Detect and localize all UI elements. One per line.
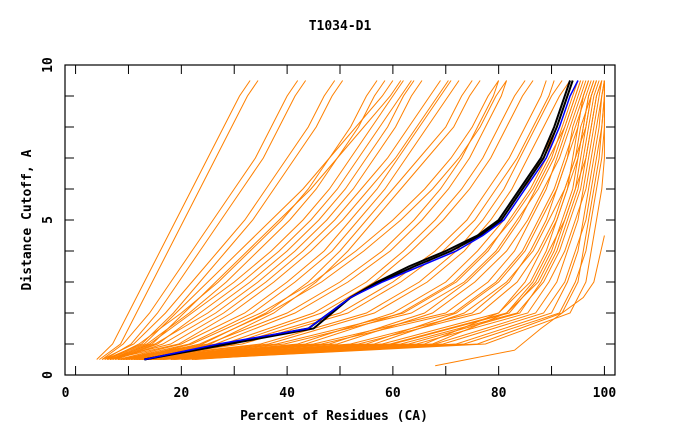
- orange-curve: [101, 80, 336, 360]
- orange-curve: [157, 80, 605, 360]
- orange-curve: [117, 80, 452, 360]
- orange-curve: [107, 80, 441, 360]
- orange-curve: [125, 80, 508, 360]
- orange-curve: [109, 80, 449, 360]
- orange-curve: [109, 80, 402, 360]
- y-axis-label: Distance Cutoff, A: [20, 149, 35, 290]
- orange-curve: [173, 80, 605, 360]
- plot-frame: [64, 64, 616, 376]
- orange-curve: [141, 80, 592, 360]
- black-curve: [144, 80, 574, 361]
- orange-curve: [115, 80, 423, 360]
- orange-curve: [149, 80, 590, 360]
- x-tick-label: 60: [385, 386, 401, 401]
- orange-curve: [120, 80, 460, 360]
- curves: [96, 80, 605, 367]
- orange-curve: [104, 80, 307, 360]
- orange-curve: [191, 80, 590, 360]
- axes: 0 20 40 60 80 100 0 5 10: [41, 57, 616, 401]
- orange-curve: [112, 80, 404, 360]
- orange-curve: [117, 80, 473, 360]
- orange-curve: [112, 80, 415, 360]
- y-tick-label: 5: [41, 216, 56, 224]
- orange-curve: [115, 80, 412, 360]
- orange-curve: [128, 80, 547, 360]
- orange-curve: [107, 80, 378, 360]
- x-tick-label: 20: [174, 386, 190, 401]
- orange-curve: [141, 80, 587, 360]
- orange-curve: [125, 80, 571, 360]
- orange-curve: [160, 80, 603, 360]
- orange-curve: [138, 80, 579, 360]
- orange-curve: [131, 80, 555, 360]
- chart-title: T1034-D1: [309, 19, 372, 34]
- blue-curve: [144, 80, 579, 361]
- orange-curve: [117, 80, 526, 360]
- orange-curve: [170, 80, 605, 360]
- orange-curve: [181, 80, 605, 360]
- y-tick-label: 10: [41, 57, 56, 73]
- orange-curve: [152, 80, 597, 360]
- orange-curve: [183, 80, 605, 360]
- orange-curve: [435, 235, 605, 367]
- x-axis-label: Percent of Residues (CA): [240, 409, 428, 424]
- orange-curve: [194, 80, 597, 360]
- orange-curve: [128, 80, 500, 360]
- orange-curve: [146, 80, 603, 360]
- orange-curve: [120, 80, 481, 360]
- x-tick-label: 80: [491, 386, 507, 401]
- orange-curve: [136, 80, 582, 360]
- x-tick-label: 40: [279, 386, 295, 401]
- orange-curve: [107, 80, 394, 360]
- orange-curve: [120, 80, 534, 360]
- orange-curve: [99, 80, 259, 360]
- orange-curve: [144, 80, 595, 360]
- orange-curve: [109, 80, 386, 360]
- orange-curve: [123, 80, 563, 360]
- y-tick-label: 0: [41, 371, 56, 379]
- orange-curve: [104, 80, 344, 360]
- orange-curve: [96, 80, 251, 360]
- orange-curve: [101, 80, 299, 360]
- x-tick-label: 100: [593, 386, 617, 401]
- orange-curve: [123, 80, 500, 360]
- x-tick-label: 0: [62, 386, 70, 401]
